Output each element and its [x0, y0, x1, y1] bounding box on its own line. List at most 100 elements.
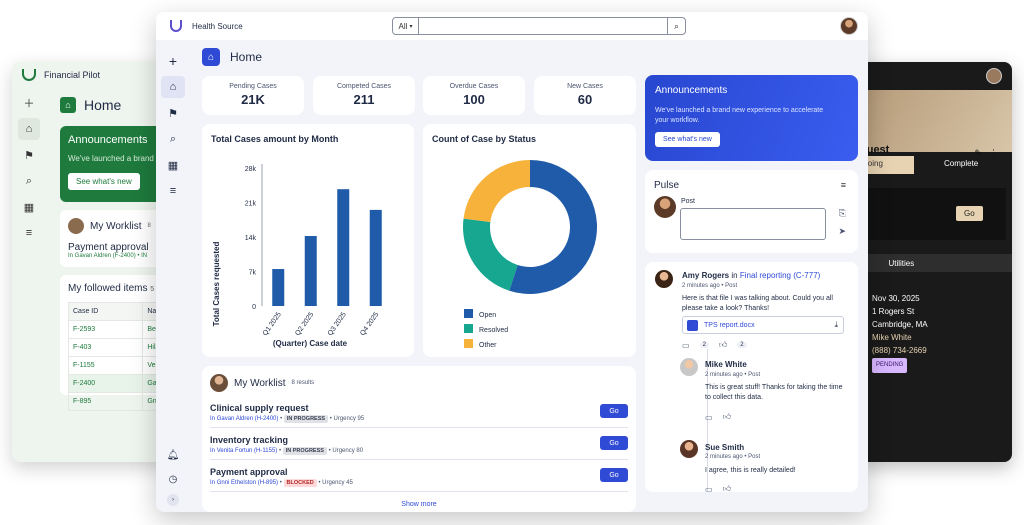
see-whats-new-button[interactable]: See what's new — [655, 132, 720, 147]
row-title[interactable]: Payment approval — [210, 467, 288, 477]
like-icon[interactable]: 👍︎ — [718, 340, 728, 349]
y-tick-label: 0 — [252, 304, 256, 311]
worklist-card: My Worklist 8 results Clinical supply re… — [202, 366, 636, 512]
home-icon[interactable]: ⌂ — [161, 76, 185, 98]
case-info: Nov 30, 2025 1 Rogers St Cambridge, MA M… — [858, 272, 1012, 373]
more-icon[interactable]: ⋮ — [989, 148, 998, 158]
search-scope-select[interactable]: All ▾ — [393, 18, 419, 34]
pulse-title: Pulse — [654, 180, 680, 191]
worklist-item-title[interactable]: Payment approval — [68, 242, 149, 253]
comment-icon[interactable]: ▭ — [705, 484, 713, 493]
apps-grid-icon[interactable]: ▦ — [23, 201, 35, 214]
stage-complete[interactable]: Complete — [944, 159, 979, 168]
row-subtitle: In Gavan Aldren (H-2400) • IN PROGRESS •… — [210, 415, 365, 423]
kpi-pending-cases[interactable]: Pending Cases 21K — [202, 76, 304, 115]
post-reactions: ▭ 2 👍︎ 2 — [682, 340, 747, 350]
worklist-row[interactable]: Inventory tracking In Venita Fortun (H-1… — [210, 432, 628, 460]
contact-name[interactable]: Mike White — [872, 333, 912, 342]
bar — [369, 209, 382, 306]
go-button[interactable]: Go — [956, 206, 983, 221]
legend-label: Open — [479, 312, 496, 319]
bar-chart-card: Total Cases amount by Month Total Cases … — [202, 124, 414, 357]
expand-icon[interactable]: › — [167, 494, 179, 506]
financial-pilot-header: Financial Pilot — [12, 62, 212, 88]
dark-case-window: quest ✎ ⋮ Doing Complete Go se Utilities… — [858, 62, 1012, 462]
avatar[interactable] — [655, 270, 673, 288]
plus-icon[interactable]: + — [168, 53, 178, 69]
avatar[interactable] — [986, 68, 1002, 84]
flag-icon[interactable]: ⚑ — [168, 107, 178, 120]
x-tick-label: Q1 2025 — [262, 311, 283, 337]
legend-swatch — [464, 309, 473, 318]
health-source-window: Health Source All ▾ ⌕ + ⌂ ⚑ ⌕ ▦ ≡ 🔔︎ ◷ ›… — [156, 12, 868, 512]
search-icon[interactable]: ⌕ — [25, 174, 33, 187]
row-title[interactable]: Inventory tracking — [210, 435, 289, 445]
comment-icon[interactable]: ▭ — [705, 412, 713, 422]
post-author[interactable]: Amy Rogers — [682, 271, 730, 280]
avatar[interactable] — [680, 358, 698, 376]
edit-icon[interactable]: ✎ — [974, 148, 982, 158]
legend-swatch — [464, 324, 473, 333]
announcement-text: We've launched a brand new experience to… — [655, 107, 824, 124]
show-more-link[interactable]: Show more — [401, 501, 437, 508]
attach-icon[interactable]: ⎘ — [838, 208, 846, 218]
avatar[interactable] — [680, 440, 698, 458]
post-header: Amy Rogers in Final reporting (C-777) — [682, 271, 821, 280]
kpi-overdue-cases[interactable]: Overdue Cases 100 — [423, 76, 525, 115]
home-icon: ⌂ — [202, 48, 220, 66]
search-icon[interactable]: ⌕ — [169, 132, 177, 145]
clock-icon[interactable]: ◷ — [168, 473, 178, 485]
apps-grid-icon[interactable]: ▦ — [167, 159, 179, 172]
contact-phone[interactable]: (888) 734-2669 — [872, 346, 927, 355]
worklist-row[interactable]: Payment approval In Gnni Ethelston (H-89… — [210, 464, 628, 492]
column-header[interactable]: Case ID — [67, 302, 144, 321]
row-title[interactable]: Clinical supply request — [210, 403, 309, 413]
y-tick-label: 28k — [245, 166, 257, 173]
go-button[interactable]: Go — [600, 468, 628, 482]
database-icon[interactable]: ≡ — [169, 185, 177, 197]
y-axis-label: Total Cases requested — [212, 242, 221, 327]
pulse-card: Pulse ≡ Post ⎘ ➤ — [645, 170, 858, 253]
file-attachment[interactable]: TPS report.docx ⤓ — [682, 316, 844, 334]
announcement-card: Announcements We've launched a brand new… — [645, 75, 858, 161]
tab-utilities[interactable]: Utilities — [888, 258, 915, 268]
status-badge: PENDING — [872, 358, 908, 373]
bar — [272, 269, 285, 306]
announcement-title: Announcements — [68, 134, 148, 146]
bell-icon[interactable]: 🔔︎ — [166, 449, 180, 461]
kpi-new-cases[interactable]: New Cases 60 — [534, 76, 636, 115]
comment-icon[interactable]: ▭ — [682, 340, 690, 350]
like-icon[interactable]: 👍︎ — [722, 484, 731, 492]
search-icon[interactable]: ⌕ — [667, 18, 685, 34]
database-icon[interactable]: ≡ — [25, 227, 33, 239]
bar — [304, 236, 317, 306]
post-input[interactable] — [680, 208, 826, 240]
reply-author[interactable]: Sue Smith — [705, 443, 745, 452]
file-name[interactable]: TPS report.docx — [704, 321, 755, 329]
left-nav-rail: + ⌂ ⚑ ⌕ ▦ ≡ 🔔︎ ◷ › — [156, 40, 190, 512]
filter-icon[interactable]: ≡ — [840, 180, 846, 190]
address-line-1: 1 Rogers St — [872, 307, 915, 316]
go-button[interactable]: Go — [600, 436, 628, 450]
download-icon[interactable]: ⤓ — [834, 320, 838, 329]
kpi-competed-cases[interactable]: Competed Cases 211 — [313, 76, 415, 115]
y-tick-label: 21k — [245, 201, 257, 208]
app-logo-icon — [170, 20, 182, 32]
see-whats-new-button[interactable]: See what's new — [68, 173, 140, 190]
send-icon[interactable]: ➤ — [838, 226, 846, 236]
worklist-count: 8 results — [291, 380, 315, 386]
stage-doing[interactable]: Doing — [858, 156, 914, 174]
flag-icon[interactable]: ⚑ — [24, 149, 34, 162]
like-icon[interactable]: 👍︎ — [722, 412, 731, 421]
plus-icon[interactable]: ＋ — [23, 98, 35, 110]
search-input[interactable] — [419, 18, 667, 34]
reply-text: This is great stuff! Thanks for taking t… — [705, 384, 843, 401]
go-button[interactable]: Go — [600, 404, 628, 418]
announcement-text: We've launched a brand ne — [68, 154, 166, 163]
avatar[interactable] — [840, 17, 858, 35]
reply-author[interactable]: Mike White — [705, 360, 747, 369]
post-target-link[interactable]: Final reporting (C-777) — [739, 271, 821, 280]
worklist-row[interactable]: Clinical supply request In Gavan Aldren … — [210, 400, 628, 428]
search-bar: All ▾ ⌕ — [392, 17, 686, 35]
home-icon[interactable]: ⌂ — [18, 118, 40, 140]
